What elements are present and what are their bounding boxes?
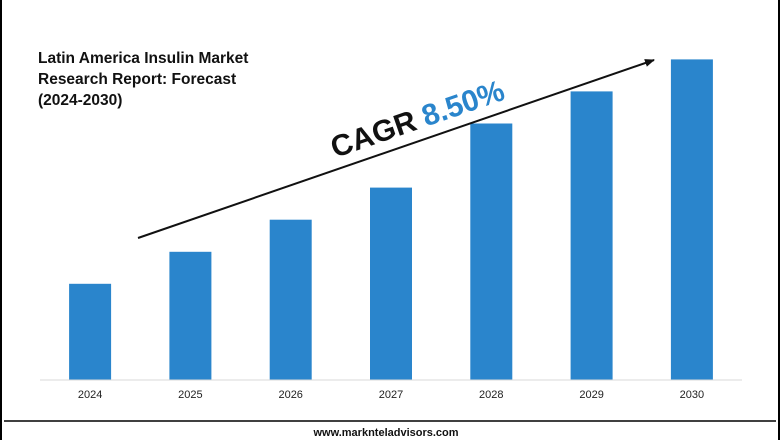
x-tick-label-2030: 2030 <box>680 389 704 401</box>
x-tick-label-2025: 2025 <box>178 389 202 401</box>
x-tick-label-2029: 2029 <box>579 389 603 401</box>
bar-series <box>69 59 713 381</box>
x-tick-label-2024: 2024 <box>78 389 102 401</box>
chart-title-line-3: (2024-2030) <box>38 92 122 109</box>
bar-2025 <box>169 251 212 381</box>
chart-title-line-1: Latin America Insulin Market <box>38 50 248 67</box>
trend-arrow <box>137 59 655 239</box>
footer-url: www.marknteladvisors.com <box>312 427 458 439</box>
x-axis-tick-labels: 2024 2025 2026 2027 2028 2029 2030 <box>78 389 704 401</box>
bar-2024 <box>69 283 112 380</box>
chart-title-line-2: Research Report: Forecast <box>38 71 236 88</box>
x-tick-label-2028: 2028 <box>479 389 503 401</box>
bar-2028 <box>470 123 513 380</box>
bar-2030 <box>670 59 713 381</box>
bar-2027 <box>370 187 412 380</box>
x-tick-label-2027: 2027 <box>379 389 403 401</box>
chart-title: Latin America Insulin Market Research Re… <box>38 50 248 109</box>
bar-2029 <box>570 91 613 381</box>
x-tick-label-2026: 2026 <box>278 389 302 401</box>
bar-2026 <box>269 219 312 380</box>
